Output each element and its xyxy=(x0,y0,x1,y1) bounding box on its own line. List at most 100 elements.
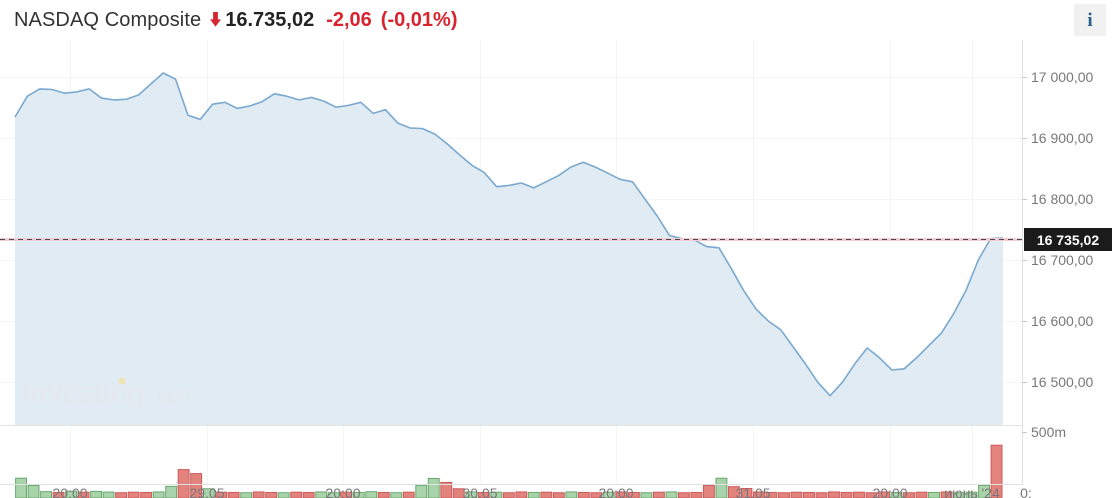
volume-bar xyxy=(565,491,578,498)
arrow-down-icon xyxy=(210,12,222,30)
volume-bar xyxy=(865,492,878,498)
volume-bar xyxy=(903,492,915,498)
info-button[interactable]: i xyxy=(1074,4,1106,36)
investing-watermark: Investing .com xyxy=(22,377,197,410)
volume-bars xyxy=(15,444,1003,498)
y-axis-tick-label: 16 700,00 xyxy=(1031,252,1094,268)
volume-bar xyxy=(390,492,403,498)
watermark-brand-head: Invest xyxy=(22,377,103,409)
volume-bar xyxy=(402,491,415,498)
x-axis-tick-label: 30.05 xyxy=(462,485,498,498)
volume-bar xyxy=(127,491,140,498)
y-axis-tick-mark xyxy=(1022,137,1027,139)
volume-bar xyxy=(878,491,890,498)
price-pane xyxy=(0,40,1022,425)
watermark-brand-tail: ng xyxy=(109,377,145,409)
chart-header: NASDAQ Composite 16.735,02 -2,06 (-0,01%… xyxy=(0,0,1116,40)
price-line xyxy=(14,72,1004,397)
x-axis-tick-label: 20:00 xyxy=(872,485,908,498)
volume-bar xyxy=(677,492,690,498)
volume-bar xyxy=(252,491,265,498)
volume-bar xyxy=(652,491,665,498)
x-axis-tick-label: 0: xyxy=(1020,485,1032,498)
volume-bar xyxy=(990,444,1003,498)
volume-bar xyxy=(740,488,753,498)
y-axis-tick: 16 800,00 xyxy=(1022,191,1093,207)
watermark-dotted-letter: i xyxy=(102,377,110,409)
volume-bar xyxy=(502,492,515,498)
gridline-horizontal xyxy=(0,138,1022,139)
volume-bar xyxy=(940,491,953,498)
volume-bar xyxy=(777,492,790,498)
y-axis-tick-label: 16 500,00 xyxy=(1031,374,1094,390)
y-axis-tick: 16 600,00 xyxy=(1022,313,1093,329)
watermark-brand: Investing xyxy=(22,377,151,409)
volume-bar xyxy=(340,491,353,498)
y-axis-line xyxy=(1022,40,1023,485)
volume-bar xyxy=(602,491,615,498)
reference-line-dash xyxy=(0,239,1022,240)
y-axis-tick-label: 16 800,00 xyxy=(1031,191,1094,207)
y-axis-tick-mark xyxy=(1022,320,1027,322)
pane-separator xyxy=(0,425,1022,426)
volume-bar xyxy=(415,484,428,498)
instrument-name: NASDAQ Composite xyxy=(14,8,202,31)
volume-bar xyxy=(853,491,865,498)
price-area-fill xyxy=(15,73,1003,425)
x-axis-line xyxy=(0,484,1022,485)
info-icon: i xyxy=(1087,9,1093,31)
last-price-badge: 16 735,02 xyxy=(1024,228,1112,251)
x-axis-tick-label: 29.05 xyxy=(189,485,225,498)
y-axis-tick-mark xyxy=(1022,198,1027,200)
volume-bar xyxy=(215,491,228,498)
volume-bar xyxy=(752,491,765,498)
volume-bar xyxy=(727,486,740,498)
y-axis-tick-label: 16 600,00 xyxy=(1031,313,1094,329)
plot-area[interactable]: Investing .com xyxy=(0,40,1022,498)
volume-bar xyxy=(240,492,253,498)
volume-bar xyxy=(815,492,828,498)
volume-bar xyxy=(365,491,378,498)
volume-bar xyxy=(427,477,440,498)
volume-bar xyxy=(953,492,965,498)
volume-bar xyxy=(15,477,28,498)
gridline-horizontal xyxy=(0,77,1022,78)
volume-bar xyxy=(615,491,628,498)
x-axis-tick-label: 20:00 xyxy=(325,485,361,498)
volume-bar xyxy=(115,492,128,498)
volume-bar xyxy=(290,491,303,498)
last-price-badge-label: 16 735,02 xyxy=(1036,231,1100,248)
x-axis-tick-label: 20:00 xyxy=(52,485,88,498)
volume-bar xyxy=(165,485,178,498)
price-change-percent: (-0,01%) xyxy=(380,8,458,31)
volume-bar xyxy=(77,491,90,498)
volume-bar xyxy=(640,492,653,498)
price-area-below-reference-cutout xyxy=(15,238,1003,396)
last-price-reference-line xyxy=(0,238,1022,241)
watermark-dot-accent xyxy=(119,378,125,384)
x-axis-tick-label: июнь '24 xyxy=(944,485,1000,498)
x-axis-tick-label: 31.05 xyxy=(735,485,771,498)
x-axis-tick-label: 20:00 xyxy=(598,485,634,498)
volume-bar xyxy=(190,473,203,498)
volume-bar xyxy=(965,491,978,498)
volume-bar xyxy=(828,491,840,498)
watermark-tld: .com xyxy=(151,384,197,407)
volume-axis-tick-mark xyxy=(1022,431,1027,433)
y-axis[interactable]: 16 735,02 17 000,00 16 900,00 16 800,00 16 … xyxy=(1022,40,1116,498)
volume-bar xyxy=(90,490,103,498)
volume-bar xyxy=(327,492,340,498)
chart-frame: Investing .com xyxy=(0,40,1116,498)
volume-bar xyxy=(978,484,991,498)
y-axis-tick-mark xyxy=(1022,259,1027,261)
volume-bar xyxy=(552,492,565,498)
volume-bar xyxy=(915,491,928,498)
y-axis-tick-label: 17 000,00 xyxy=(1031,69,1094,85)
volume-bar xyxy=(277,492,290,498)
last-price: 16.735,02 xyxy=(225,8,315,31)
volume-bar xyxy=(152,491,165,498)
x-axis[interactable]: 20:00 29.05 20:00 30.05 20:00 31.05 20:00 июнь … xyxy=(0,485,1116,498)
volume-bar xyxy=(715,477,728,498)
volume-bar xyxy=(515,491,528,498)
